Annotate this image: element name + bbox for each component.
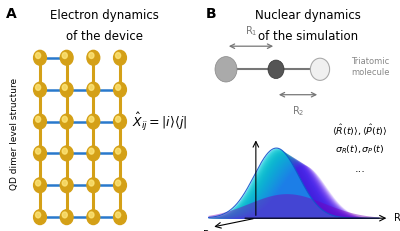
Circle shape bbox=[62, 212, 67, 218]
Text: ...: ... bbox=[354, 164, 366, 174]
Circle shape bbox=[34, 114, 46, 129]
Text: R$_2$: R$_2$ bbox=[392, 211, 400, 225]
Circle shape bbox=[60, 210, 73, 225]
Circle shape bbox=[87, 210, 100, 225]
Circle shape bbox=[89, 116, 94, 122]
Circle shape bbox=[310, 58, 330, 80]
Circle shape bbox=[89, 148, 94, 154]
Circle shape bbox=[87, 114, 100, 129]
Circle shape bbox=[114, 178, 126, 193]
Circle shape bbox=[62, 180, 67, 186]
Circle shape bbox=[89, 53, 94, 58]
Circle shape bbox=[60, 146, 73, 161]
Text: of the simulation: of the simulation bbox=[258, 30, 358, 43]
Circle shape bbox=[87, 178, 100, 193]
Circle shape bbox=[34, 178, 46, 193]
Circle shape bbox=[36, 148, 41, 154]
Text: Electron dynamics: Electron dynamics bbox=[50, 9, 158, 22]
Text: R$_1$: R$_1$ bbox=[245, 24, 257, 38]
Circle shape bbox=[87, 50, 100, 65]
Circle shape bbox=[60, 114, 73, 129]
Circle shape bbox=[87, 146, 100, 161]
Circle shape bbox=[60, 178, 73, 193]
Circle shape bbox=[116, 180, 121, 186]
Text: R$_1$: R$_1$ bbox=[202, 228, 214, 231]
Circle shape bbox=[60, 50, 73, 65]
Circle shape bbox=[34, 146, 46, 161]
Circle shape bbox=[114, 146, 126, 161]
Text: Nuclear dynamics: Nuclear dynamics bbox=[255, 9, 361, 22]
Text: $\hat{X}_{ij}=|i\rangle\langle j|$: $\hat{X}_{ij}=|i\rangle\langle j|$ bbox=[132, 111, 188, 134]
Circle shape bbox=[116, 148, 121, 154]
Circle shape bbox=[114, 114, 126, 129]
Circle shape bbox=[116, 53, 121, 58]
Circle shape bbox=[36, 53, 41, 58]
Circle shape bbox=[36, 85, 41, 90]
Text: of the device: of the device bbox=[66, 30, 142, 43]
Circle shape bbox=[89, 85, 94, 90]
Circle shape bbox=[116, 85, 121, 90]
Circle shape bbox=[36, 180, 41, 186]
Circle shape bbox=[89, 180, 94, 186]
Text: B: B bbox=[206, 7, 217, 21]
Circle shape bbox=[34, 82, 46, 97]
Circle shape bbox=[34, 210, 46, 225]
Text: A: A bbox=[6, 7, 17, 21]
Circle shape bbox=[114, 82, 126, 97]
Circle shape bbox=[114, 210, 126, 225]
Circle shape bbox=[36, 212, 41, 218]
Circle shape bbox=[62, 53, 67, 58]
Text: $\sigma_R(t),\sigma_P(t)$: $\sigma_R(t),\sigma_P(t)$ bbox=[335, 144, 385, 156]
Circle shape bbox=[268, 60, 284, 79]
Circle shape bbox=[34, 50, 46, 65]
Circle shape bbox=[116, 212, 121, 218]
Circle shape bbox=[62, 148, 67, 154]
Circle shape bbox=[60, 82, 73, 97]
Circle shape bbox=[62, 116, 67, 122]
Text: QD dimer level structure: QD dimer level structure bbox=[10, 78, 18, 190]
Circle shape bbox=[89, 212, 94, 218]
Circle shape bbox=[114, 50, 126, 65]
Circle shape bbox=[36, 116, 41, 122]
Circle shape bbox=[215, 57, 237, 82]
Text: R$_2$: R$_2$ bbox=[292, 104, 304, 118]
Text: Triatomic
molecule: Triatomic molecule bbox=[351, 57, 389, 77]
Circle shape bbox=[116, 116, 121, 122]
Circle shape bbox=[62, 85, 67, 90]
Circle shape bbox=[87, 82, 100, 97]
Text: $\langle\hat{R}(t)\rangle,\langle\hat{P}(t)\rangle$: $\langle\hat{R}(t)\rangle,\langle\hat{P}… bbox=[332, 122, 388, 137]
